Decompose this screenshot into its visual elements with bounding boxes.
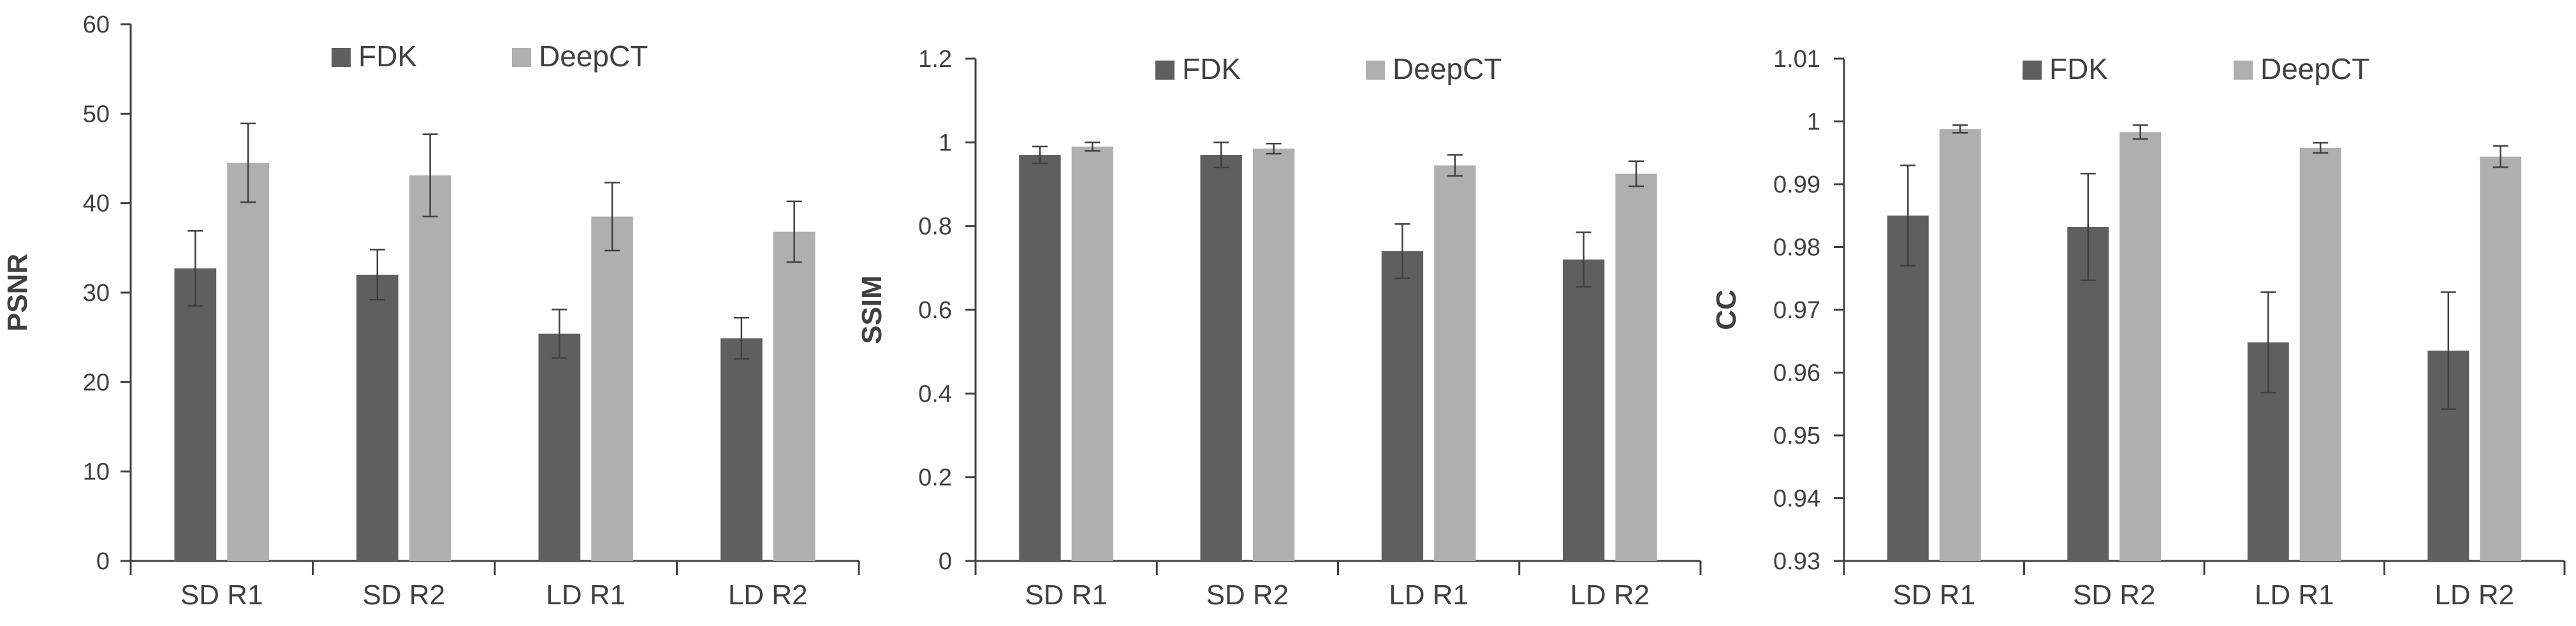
legend-label-fdk: FDK [2049,52,2108,85]
legend-label-fdk: FDK [1182,52,1241,85]
y-tick-label: 1 [1807,109,1820,136]
y-tick-label: 0.2 [918,465,952,491]
x-category-label: SD R1 [180,579,263,611]
y-tick-label: 0.98 [1773,235,1820,261]
y-tick-label: 20 [83,369,110,396]
y-tick-label: 0.95 [1773,423,1820,449]
x-category-label: LD R2 [1570,579,1650,611]
bar-deepct-3 [1434,165,1476,561]
y-tick-label: 1.01 [1773,46,1820,73]
bar-deepct-2 [1252,149,1295,561]
x-category-label: SD R2 [362,579,445,611]
y-tick-label: 60 [83,11,110,38]
bar-fdk-2 [2067,226,2109,562]
chart-panel-3: 0.93 0.94 0.95 0.96 0.97 0.98 0.99 1 1.01 SD R1 SD… [1711,46,2566,611]
y-tick-label: 0.94 [1773,486,1820,513]
y-tick-label: 0.99 [1773,171,1820,198]
y-tick-label: 30 [83,280,110,307]
bar-fdk-2 [1200,155,1242,562]
y-tick-label: 1.2 [918,46,952,73]
x-category-label: LD R1 [546,579,626,611]
legend-swatch-deepct [2234,61,2253,80]
x-category-label: SD R1 [1025,579,1108,611]
x-category-label: LD R2 [728,579,808,611]
bar-deepct-4 [2480,156,2522,561]
bar-fdk-4 [721,338,763,561]
legend-swatch-fdk [2023,61,2042,80]
y-tick-label: 0.8 [918,214,952,240]
bar-deepct-3 [2299,147,2341,561]
y-tick-label: 0 [96,548,110,575]
x-category-label: LD R1 [1389,579,1468,611]
x-category-label: SD R2 [2073,579,2156,611]
y-tick-label: 0.4 [918,381,952,407]
legend-label-deepct: DeepCT [2260,52,2369,85]
bar-fdk-3 [538,333,581,561]
bar-deepct-4 [773,231,816,561]
bar-deepct-2 [409,175,451,561]
chart-panel-1: 0 10 20 30 40 50 60 SD R1 SD R2 LD R1 LD R2 PSNR FDK… [2,11,860,611]
y-tick-label: 0.6 [918,297,952,324]
x-category-label: SD R1 [1892,579,1975,611]
y-axis-label: PSNR [2,254,33,331]
bar-fdk-1 [1019,155,1061,562]
bar-fdk-3 [1381,251,1424,561]
y-axis-label: SSIM [856,275,888,344]
chart-panel-2: 0 0.2 0.4 0.6 0.8 1 1.2 SD R1 SD R2 LD R1 LD R2 SSI… [856,46,1702,611]
y-tick-label: 1 [939,129,952,156]
y-tick-label: 0 [939,548,952,575]
bar-deepct-1 [1939,129,1981,561]
legend-swatch-fdk [1155,61,1175,80]
y-tick-label: 50 [83,101,110,127]
bar-fdk-1 [174,268,217,561]
y-tick-label: 40 [83,191,110,217]
bar-fdk-2 [356,274,399,561]
y-tick-label: 10 [83,459,110,486]
legend-swatch-fdk [332,48,351,67]
bar-deepct-3 [591,216,633,561]
x-category-label: LD R1 [2255,579,2334,611]
legend-swatch-deepct [512,48,531,67]
bar-deepct-1 [1071,146,1114,561]
legend-label-deepct: DeepCT [1393,52,1502,85]
bar-deepct-2 [2119,132,2162,561]
y-tick-label: 0.97 [1773,297,1820,324]
x-category-label: LD R2 [2434,579,2514,611]
bar-fdk-4 [1562,259,1605,561]
y-tick-label: 0.96 [1773,360,1820,387]
bar-deepct-4 [1615,173,1657,561]
legend-label-deepct: DeepCT [539,40,648,73]
y-axis-label: CC [1711,289,1742,330]
y-tick-label: 0.93 [1773,548,1820,575]
x-category-label: SD R2 [1206,579,1289,611]
bar-fdk-1 [1887,215,1929,561]
legend-label-fdk: FDK [358,40,417,73]
bar-deepct-1 [227,163,269,561]
legend-swatch-deepct [1366,61,1385,80]
